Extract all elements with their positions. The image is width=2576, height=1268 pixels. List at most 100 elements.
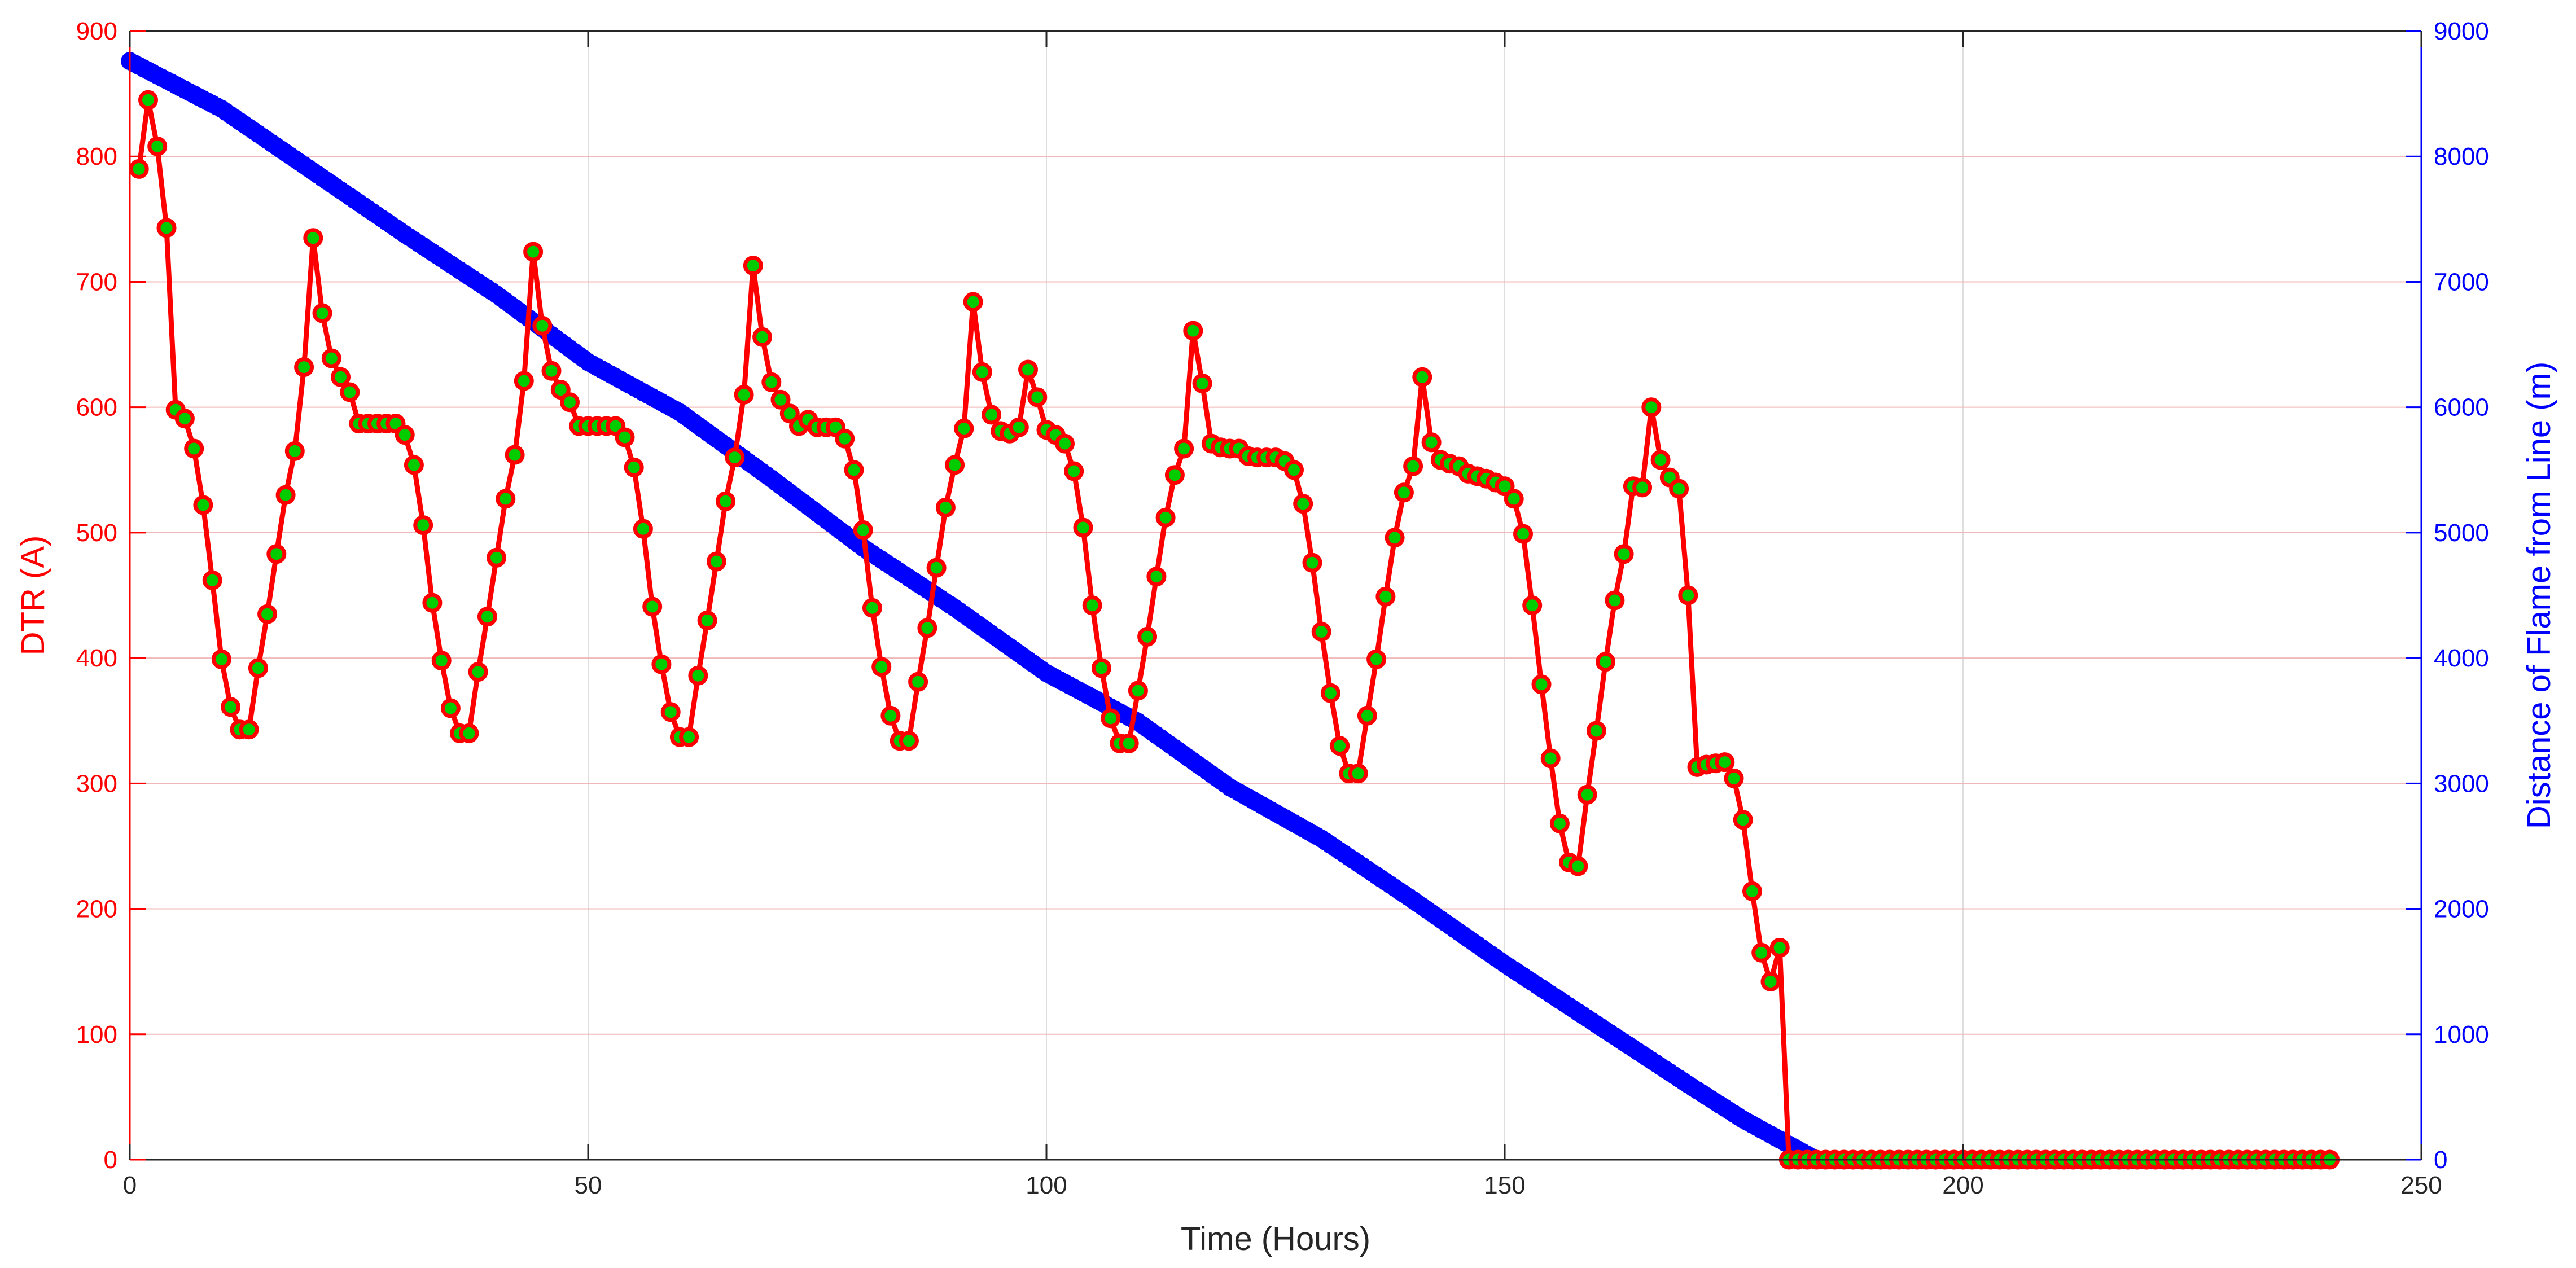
dtr-point [1348,764,1368,784]
dtr-point [1641,397,1662,418]
dtr-point [1137,626,1158,647]
plot-area [130,31,2421,1160]
dtr-point [1522,595,1543,616]
dtr-point [725,447,745,468]
y-left-tick-label: 400 [76,644,117,672]
dtr-point [1605,590,1625,611]
y-left-tick-label: 800 [76,143,117,170]
dtr-point [624,457,644,477]
dtr-point [716,491,736,511]
y-right-tick-label: 3000 [2434,770,2489,797]
dtr-point [395,425,415,445]
dtr-point [550,380,571,400]
y-axis-left-label: DTR (A) [15,536,51,656]
dtr-point [523,242,544,262]
y-left-tick-label: 600 [76,394,117,422]
dtr-point [1119,733,1139,753]
dtr-point [1330,736,1350,756]
dtr-series [129,90,2340,1170]
dtr-point [129,159,149,179]
y-right-tick-label: 5000 [2434,519,2489,547]
axes [129,30,2422,1161]
dtr-point [972,362,992,382]
dtr-point [1320,683,1340,703]
y-right-tick-label: 1000 [2434,1021,2489,1048]
dtr-point [1549,813,1570,833]
dtr-point [779,403,800,424]
dtr-point [1091,658,1111,678]
dtr-point [679,727,699,747]
dtr-point [633,519,653,539]
dtr-point [1715,752,1735,773]
y-left-tick-label: 100 [76,1021,117,1048]
dtr-point [1394,482,1414,503]
dtr-point [642,596,663,617]
dtr-point [1155,507,1176,528]
dtr-point [880,705,901,726]
dtr-point [954,418,974,438]
dtr-point [1403,456,1423,476]
dtr-point [1632,477,1653,498]
dtr-point [1009,417,1029,437]
dtr-point [1412,367,1432,387]
dtr-point [1192,373,1212,393]
dtr-point [1586,721,1606,741]
dtr-point [211,649,231,669]
dtr-point [312,303,332,323]
dtr-point [1742,881,1762,901]
dtr-point [1311,621,1331,642]
dtr-point [1678,585,1698,606]
dtr-point [1064,461,1084,481]
dtr-point [404,455,424,475]
dtr-point [862,598,882,618]
y-left-tick-label: 700 [76,268,117,296]
dtr-point [1073,517,1093,538]
dtr-point [275,485,296,505]
dtr-point [1385,528,1405,548]
dtr-point [496,489,516,509]
x-tick-label: 50 [575,1172,602,1199]
y-right-tick-label: 6000 [2434,394,2489,422]
dtr-point [752,327,773,347]
dtr-point [1614,544,1634,564]
grid-lines [130,31,2421,1160]
dtr-point [257,604,278,624]
dtr-point [541,361,562,381]
x-tick-label: 250 [2400,1172,2442,1199]
dtr-point [1568,856,1588,876]
y-right-tick-label: 8000 [2434,143,2489,170]
dtr-point [1174,438,1194,459]
dtr-point [1018,359,1038,380]
y-left-tick-label: 500 [76,519,117,547]
dtr-point [926,558,947,578]
dtr-point [532,315,553,336]
dtr-point [1082,595,1102,616]
y-right-tick-label: 2000 [2434,896,2489,923]
dtr-point [1183,321,1203,341]
tick-labels: 0 50 100 150 200 2500100200300400500600700800… [76,17,2489,1199]
dtr-point [761,372,782,392]
dtr-point [487,547,507,568]
dtr-point [917,618,937,638]
dtr-point [138,90,158,110]
y-right-tick-label: 9000 [2434,17,2489,45]
dtr-point [660,702,681,722]
dtr-point [1669,479,1689,499]
dtr-point [1495,476,1515,497]
dtr-point [459,723,479,743]
dtr-point [1284,460,1304,480]
dtr-point [1650,450,1671,470]
dtr-point [294,357,314,378]
dtr-point [514,371,534,391]
dtr-point [505,445,525,465]
dtr-point [1577,784,1597,805]
dtr-point [174,409,195,429]
dtr-point [431,651,452,671]
dtr-point [1733,810,1753,830]
dtr-point [1357,705,1377,726]
y-left-tick-label: 900 [76,17,117,45]
dtr-point [184,438,204,459]
dtr-point [1375,586,1396,607]
dtr-point [202,570,222,590]
